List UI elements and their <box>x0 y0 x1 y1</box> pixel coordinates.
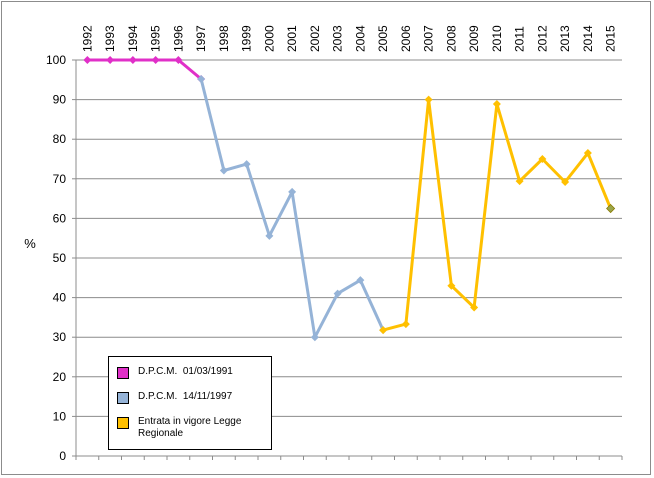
x-tick-label-2006: 2006 <box>399 25 413 52</box>
legend-label-3: Entrata in vigore Legge Regionale <box>138 416 245 439</box>
x-tick-label-1995: 1995 <box>149 25 163 52</box>
x-tick-label-1999: 1999 <box>240 25 254 52</box>
data-point-1994-s1 <box>128 56 137 64</box>
legend-item-3: Entrata in vigore Legge Regionale <box>117 416 268 440</box>
data-point-2014-s3 <box>583 149 592 158</box>
y-tick-label-0: 0 <box>59 449 66 463</box>
data-point-2008-s3 <box>447 281 456 290</box>
data-point-2010-s3 <box>492 99 501 108</box>
x-tick-label-2005: 2005 <box>376 25 390 52</box>
y-tick-label-60: 60 <box>53 211 67 225</box>
x-tick-label-2013: 2013 <box>558 25 572 52</box>
data-point-1999-s2 <box>242 160 251 169</box>
x-tick-label-1994: 1994 <box>126 25 140 52</box>
data-point-1996-s1 <box>174 56 183 64</box>
data-point-2012-s3 <box>538 155 547 163</box>
series-line-3 <box>382 98 612 332</box>
data-point-2002-s2 <box>310 333 319 342</box>
x-tick-label-2012: 2012 <box>535 25 549 52</box>
x-tick-label-2003: 2003 <box>331 25 345 52</box>
y-tick-label-40: 40 <box>53 291 67 305</box>
x-tick-label-2015: 2015 <box>604 25 618 52</box>
legend-label-1: D.P.C.M. 01/03/1991 <box>138 366 233 377</box>
x-tick-label-2010: 2010 <box>490 25 504 52</box>
legend-item-2: D.P.C.M. 14/11/1997 <box>117 391 268 404</box>
y-axis-label: % <box>24 236 36 251</box>
legend: D.P.C.M. 01/03/1991 D.P.C.M. 14/11/1997 … <box>108 356 272 450</box>
y-tick-label-20: 20 <box>53 370 67 384</box>
series-line-2 <box>199 78 385 339</box>
y-tick-label-50: 50 <box>53 251 67 265</box>
data-point-2006-s3 <box>401 320 410 329</box>
data-point-2001-s2 <box>288 187 297 196</box>
y-tick-label-70: 70 <box>53 172 67 186</box>
data-point-2003-s2 <box>333 289 342 298</box>
x-tick-label-1997: 1997 <box>194 25 208 52</box>
data-point-1993-s1 <box>106 56 115 64</box>
series-line-1 <box>87 58 203 81</box>
data-point-2011-s3 <box>515 177 524 186</box>
x-tick-labels: 1992 1993 1994 1995 1996 1997 1998 1999 2000 2001… <box>80 25 617 52</box>
x-tick-label-2004: 2004 <box>353 25 367 52</box>
legend-swatch-2 <box>117 392 129 404</box>
x-tick-label-1992: 1992 <box>80 25 94 52</box>
series-lines <box>83 56 616 342</box>
data-point-2007-s3 <box>424 95 433 104</box>
x-tick-label-1993: 1993 <box>103 25 117 52</box>
x-tick-label-1996: 1996 <box>171 25 185 52</box>
y-tick-label-100: 100 <box>46 53 66 67</box>
y-tick-label-90: 90 <box>53 93 67 107</box>
x-tick-label-2014: 2014 <box>581 25 595 52</box>
x-tick-label-2008: 2008 <box>444 25 458 52</box>
y-tick-label-80: 80 <box>53 132 67 146</box>
data-point-2015-s3 <box>606 203 616 214</box>
legend-swatch-1 <box>117 367 129 379</box>
axes <box>72 59 623 460</box>
legend-item-1: D.P.C.M. 01/03/1991 <box>117 366 268 379</box>
data-point-2000-s2 <box>265 231 274 240</box>
data-point-1997-s2 <box>197 75 206 84</box>
data-point-2004-s2 <box>356 276 365 285</box>
y-tick-label-10: 10 <box>53 409 67 423</box>
legend-swatch-3 <box>117 417 129 429</box>
y-tick-label-30: 30 <box>53 330 67 344</box>
x-tick-label-2011: 2011 <box>513 26 527 52</box>
x-tick-label-2000: 2000 <box>262 25 276 52</box>
data-point-2013-s3 <box>561 177 570 186</box>
x-tick-label-2007: 2007 <box>422 25 436 52</box>
data-point-1995-s1 <box>151 56 160 64</box>
data-point-1998-s2 <box>219 166 228 175</box>
data-point-2009-s3 <box>470 303 479 312</box>
x-tick-label-2002: 2002 <box>308 25 322 52</box>
data-point-1992-s1 <box>83 56 92 64</box>
x-tick-label-1998: 1998 <box>217 25 231 52</box>
y-tick-labels: 0 10 20 30 40 50 60 70 80 90 100 <box>46 53 66 463</box>
data-point-2005-s3 <box>379 326 388 335</box>
legend-label-2: D.P.C.M. 14/11/1997 <box>138 391 233 402</box>
x-tick-label-2009: 2009 <box>467 25 481 52</box>
x-tick-label-2001: 2001 <box>285 25 299 52</box>
